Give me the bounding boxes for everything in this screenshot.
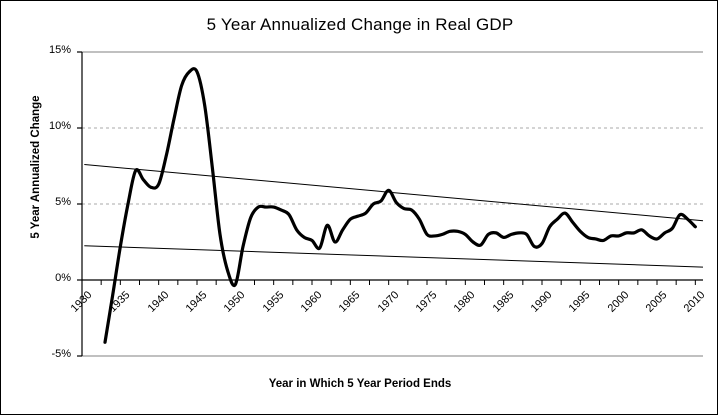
plot-frame — [81, 51, 703, 357]
data-series — [103, 67, 697, 344]
series-line — [103, 67, 697, 344]
axis-tick-marks — [77, 51, 696, 357]
y-tick-label: 0% — [55, 272, 71, 284]
upper-trendline — [84, 163, 704, 222]
lower-trendline — [84, 245, 704, 268]
x-axis-title: Year in Which 5 Year Period Ends — [268, 378, 452, 390]
chart-title: 5 Year Annualized Change in Real GDP — [206, 15, 514, 34]
y-tick-label: 5% — [55, 196, 71, 208]
y-tick-label: -5% — [51, 348, 71, 360]
y-tick-label: 10% — [48, 120, 71, 132]
trendlines — [84, 163, 704, 268]
gridlines — [82, 127, 703, 205]
y-tick-label: 15% — [48, 44, 71, 56]
